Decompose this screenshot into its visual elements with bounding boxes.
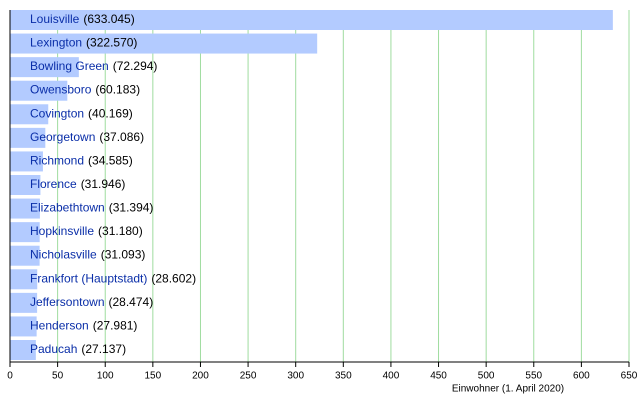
bar — [10, 10, 613, 30]
x-tick-label: 400 — [383, 371, 400, 382]
x-tick-label: 100 — [97, 371, 114, 382]
category-label: Owensboro — [30, 83, 92, 97]
x-tick-label: 600 — [573, 371, 590, 382]
bar — [10, 340, 36, 360]
value-label: (31.093) — [101, 248, 146, 262]
category-label: Hopkinsville — [30, 224, 94, 238]
bar-label: Elizabethtown (31.394) — [30, 201, 153, 215]
category-label: Florence — [30, 177, 77, 191]
x-tick-label: 0 — [7, 371, 13, 382]
category-label: Georgetown — [30, 130, 95, 144]
bar-label: Owensboro (60.183) — [30, 83, 140, 97]
x-tick-label: 200 — [192, 371, 209, 382]
category-label: Nicholasville — [30, 248, 97, 262]
bar-label: Frankfort (Hauptstadt) (28.602) — [30, 271, 196, 285]
x-tick-label: 350 — [335, 371, 352, 382]
bar — [10, 127, 46, 148]
x-tick-label: 50 — [52, 371, 64, 382]
bar-label: Henderson (27.981) — [30, 319, 137, 333]
bar-label: Bowling Green (72.294) — [30, 59, 157, 73]
x-tick-label: 550 — [525, 371, 542, 382]
value-label: (40.169) — [88, 106, 133, 120]
bar — [10, 104, 49, 125]
value-label: (31.394) — [109, 201, 154, 215]
bar — [10, 222, 40, 243]
bar-label: Jeffersontown (28.474) — [30, 295, 153, 309]
category-label: Lexington — [30, 36, 82, 50]
x-tick-label: 300 — [287, 371, 304, 382]
bar — [10, 292, 38, 313]
category-label: Frankfort (Hauptstadt) — [30, 271, 147, 285]
category-label: Jeffersontown — [30, 295, 105, 309]
bar — [10, 33, 318, 54]
bar — [10, 175, 41, 195]
value-label: (633.045) — [83, 12, 134, 26]
bar-label: Paducah (27.137) — [30, 342, 126, 356]
value-label: (37.086) — [99, 130, 144, 144]
x-tick-label: 250 — [240, 371, 257, 382]
category-label: Richmond — [30, 154, 84, 168]
bar-label: Louisville (633.045) — [30, 12, 135, 26]
value-label: (27.137) — [81, 342, 126, 356]
bar-label: Hopkinsville (31.180) — [30, 224, 143, 238]
category-label: Henderson — [30, 319, 89, 333]
value-label: (31.180) — [98, 224, 143, 238]
x-axis-label: Einwohner (1. April 2020) — [452, 384, 564, 395]
bar — [10, 269, 38, 290]
bar-label: Covington (40.169) — [30, 106, 133, 120]
bar — [10, 198, 40, 219]
category-label: Elizabethtown — [30, 201, 105, 215]
value-label: (27.981) — [93, 319, 138, 333]
bar — [10, 316, 37, 337]
bar-label: Richmond (34.585) — [30, 154, 133, 168]
bar — [10, 245, 40, 266]
bar — [10, 151, 43, 172]
bar — [10, 80, 68, 101]
category-label: Covington — [30, 106, 84, 120]
bar-label: Lexington (322.570) — [30, 36, 137, 50]
category-label: Louisville — [30, 12, 80, 26]
bar-label: Florence (31.946) — [30, 177, 125, 191]
value-label: (28.602) — [151, 271, 196, 285]
x-tick-label: 500 — [478, 371, 495, 382]
value-label: (322.570) — [86, 36, 137, 50]
bar-label: Nicholasville (31.093) — [30, 248, 145, 262]
value-label: (60.183) — [95, 83, 140, 97]
value-label: (28.474) — [109, 295, 154, 309]
x-tick-label: 450 — [430, 371, 447, 382]
value-label: (72.294) — [113, 59, 158, 73]
bar — [10, 57, 79, 78]
category-label: Bowling Green — [30, 59, 109, 73]
value-label: (31.946) — [81, 177, 126, 191]
value-label: (34.585) — [88, 154, 133, 168]
x-tick-label: 150 — [145, 371, 162, 382]
bar-label: Georgetown (37.086) — [30, 130, 144, 144]
category-label: Paducah — [30, 342, 77, 356]
x-tick-label: 650 — [621, 371, 638, 382]
